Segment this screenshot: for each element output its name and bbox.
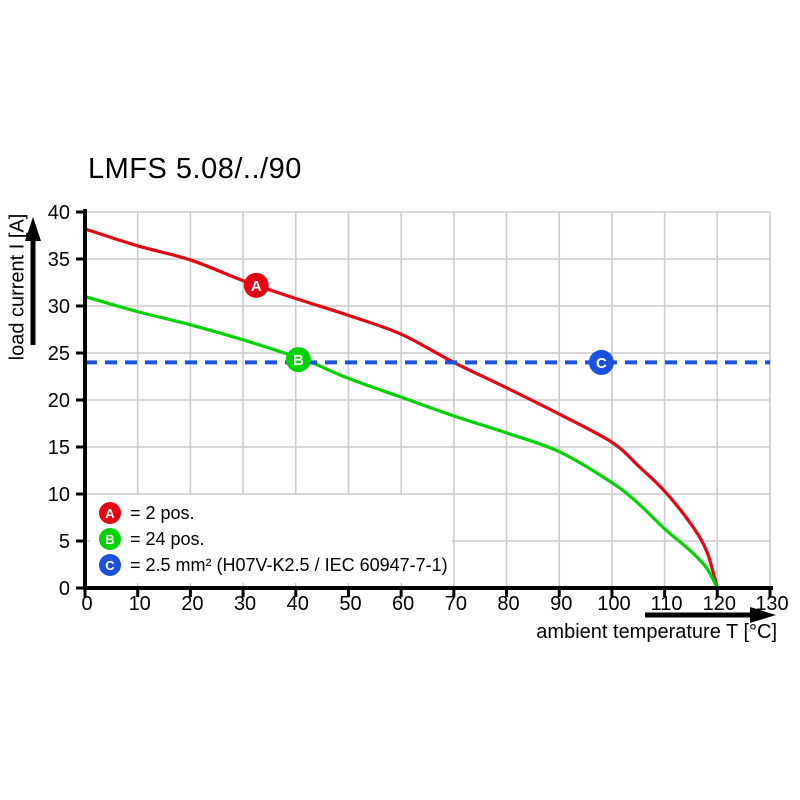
x-axis-arrow-icon <box>645 607 776 623</box>
y-tick-label: 25 <box>48 343 70 365</box>
svg-text:B: B <box>293 352 304 369</box>
x-tick-label: 10 <box>129 593 151 615</box>
x-tick-label: 80 <box>497 593 519 615</box>
x-tick-label: 30 <box>234 593 256 615</box>
curve-a <box>84 227 719 589</box>
tick-labels: 0 5 10 15 20 25 30 35 40 0 10 20 30 40 50 60 70 80 90 100 11… <box>48 202 789 615</box>
marker-a-icon: A <box>243 272 269 298</box>
chart-title: LMFS 5.08/../90 <box>88 153 302 185</box>
grid-lines <box>84 211 771 589</box>
y-axis-arrow-icon <box>25 217 41 345</box>
x-tick-label: 100 <box>597 593 630 615</box>
x-tick-label: 50 <box>339 593 361 615</box>
legend-label-b: = 24 pos. <box>130 528 205 549</box>
curves <box>84 227 770 589</box>
legend-label-a: = 2 pos. <box>130 502 195 523</box>
y-tick-label: 10 <box>48 484 70 506</box>
x-tick-label: 60 <box>392 593 414 615</box>
y-tick-label: 20 <box>48 390 70 412</box>
legend-label-c: = 2.5 mm² (H07V-K2.5 / IEC 60947-7-1) <box>130 554 448 575</box>
legend-marker-c-icon: C <box>99 554 121 576</box>
curve-b <box>84 295 719 589</box>
legend-marker-b-icon: B <box>99 528 121 550</box>
y-tick-label: 15 <box>48 437 70 459</box>
marker-b-icon: B <box>285 347 311 373</box>
axis-ticks <box>76 210 772 597</box>
marker-c-icon: C <box>588 349 614 375</box>
svg-text:A: A <box>251 278 262 295</box>
legend: A = 2 pos. B = 24 pos. C = 2.5 mm² (H07V… <box>90 495 452 583</box>
y-tick-label: 5 <box>59 531 70 553</box>
x-tick-label: 110 <box>651 593 683 615</box>
x-tick-label: 90 <box>550 593 572 615</box>
y-tick-label: 35 <box>48 249 70 271</box>
y-tick-label: 40 <box>48 202 70 224</box>
x-axis-label: ambient temperature T [°C] <box>536 621 777 643</box>
legend-row-c: C = 2.5 mm² (H07V-K2.5 / IEC 60947-7-1) <box>90 554 452 576</box>
y-tick-label: 30 <box>48 296 70 318</box>
legend-row-a: A = 2 pos. <box>90 502 452 524</box>
x-tick-label: 0 <box>81 593 92 615</box>
x-tick-label: 20 <box>181 593 203 615</box>
x-tick-label: 130 <box>755 593 788 615</box>
curve-markers: A B C <box>243 272 614 375</box>
y-tick-label: 0 <box>59 578 70 600</box>
y-axis-label: load current I [A] <box>6 213 29 361</box>
x-tick-label: 120 <box>703 593 736 615</box>
x-tick-label: 40 <box>287 593 309 615</box>
x-tick-label: 70 <box>445 593 467 615</box>
legend-row-b: B = 24 pos. <box>90 528 452 550</box>
legend-marker-a-icon: A <box>99 502 121 524</box>
svg-text:C: C <box>596 355 607 372</box>
